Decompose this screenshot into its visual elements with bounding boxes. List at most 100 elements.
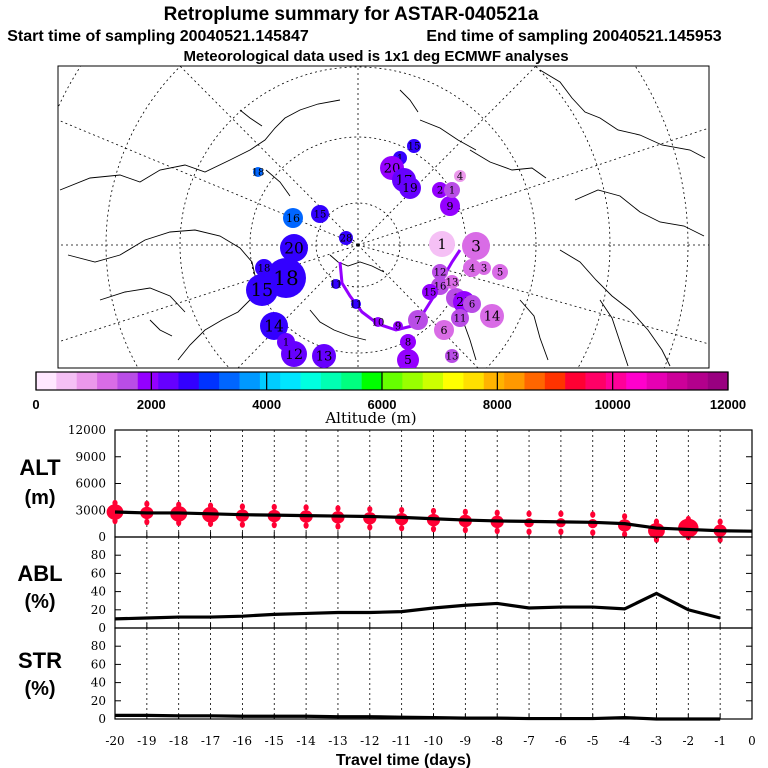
- plume-marker: [255, 259, 273, 277]
- plume-marker: [434, 320, 454, 340]
- start-time-label: Start time of sampling 20040521.145847: [7, 28, 309, 45]
- colorbar-swatch: [504, 372, 525, 390]
- plume-marker: [312, 344, 336, 368]
- plume-day-label: 1: [397, 154, 403, 165]
- altitude-colorbar: 0 2000 4000 6000 8000 10000 12000 Altitude (m): [32, 371, 746, 427]
- altitude-marker-spread: [430, 525, 437, 533]
- y-tick-label: 20: [91, 694, 106, 708]
- altitude-marker-spread: [622, 531, 628, 538]
- x-tick-label: -7: [523, 734, 535, 748]
- altitude-marker-spread: [622, 513, 628, 520]
- plume-day-label: 18: [273, 266, 298, 290]
- colorbar-swatch: [626, 372, 647, 390]
- colorbar-swatch: [97, 372, 118, 390]
- panel-alt: 0 3000 6000 9000 12000 ALT (m): [19, 423, 753, 544]
- colorbar-tick-label: 4000: [252, 397, 281, 412]
- plume-day-label: 12: [285, 347, 303, 363]
- met-data-label: Meteorological data used is 1x1 deg ECMW…: [183, 48, 568, 65]
- colorbar-swatch: [666, 372, 688, 390]
- y-tick-label: 0: [98, 530, 106, 544]
- altitude-marker-spread: [303, 504, 309, 511]
- colorbar-swatch: [402, 372, 424, 390]
- plume-marker: [451, 309, 469, 327]
- colorbar-tick-label: 0: [32, 397, 39, 412]
- plume-day-label: 28: [340, 234, 353, 245]
- plume-centroids: 1512041719291345161520181514181312181216…: [246, 139, 508, 368]
- plume-day-label: 3: [481, 264, 487, 275]
- plume-marker: [444, 182, 460, 198]
- x-tick-label: -16: [233, 734, 252, 748]
- colorbar-swatch: [219, 372, 240, 390]
- altitude-marker-spread: [399, 524, 405, 532]
- altitude-marker-spread: [271, 503, 277, 511]
- x-tick-label: -12: [360, 734, 379, 748]
- colorbar-swatch: [178, 372, 200, 390]
- colorbar-swatch: [280, 372, 301, 390]
- plume-day-label: 10: [372, 318, 385, 329]
- colorbar-swatch: [483, 372, 505, 390]
- y-tick-label: 40: [91, 585, 106, 599]
- plume-day-label: 18: [258, 264, 271, 275]
- plume-day-label: 1: [449, 186, 455, 197]
- altitude-marker-spread: [239, 521, 245, 528]
- x-tick-label: 0: [748, 734, 756, 748]
- x-tick-label: -14: [296, 734, 316, 748]
- y-axis-title: ALT: [19, 455, 61, 480]
- altitude-marker-spread: [685, 515, 691, 523]
- plume-marker: [260, 312, 288, 340]
- plume-marker: [463, 295, 481, 313]
- colorbar-tick-label: 2000: [137, 397, 166, 412]
- colorbar-swatch: [137, 372, 159, 390]
- colorbar-swatch: [158, 372, 179, 390]
- plume-day-label: 11: [454, 314, 467, 325]
- altitude-marker-spread: [335, 505, 341, 512]
- altitude-marker-spread: [207, 502, 214, 509]
- x-tick-label: -19: [137, 734, 156, 748]
- altitude-marker-spread: [653, 518, 660, 525]
- plume-marker: [407, 139, 421, 153]
- plume-marker: [440, 196, 460, 216]
- altitude-marker-spread: [462, 526, 468, 534]
- colorbar-swatch: [341, 372, 362, 390]
- plume-day-label: 5: [497, 268, 503, 279]
- plume-marker: [351, 299, 361, 309]
- colorbar-swatch: [361, 372, 383, 390]
- altitude-marker-spread: [494, 509, 500, 517]
- colorbar-swatch: [320, 372, 342, 390]
- plume-marker: [253, 167, 263, 177]
- plume-marker: [311, 205, 329, 223]
- altitude-marker-spread: [526, 510, 532, 517]
- plume-marker: [283, 208, 303, 228]
- plume-day-label: 12: [434, 268, 447, 279]
- altitude-marker-spread: [558, 528, 564, 535]
- altitude-marker-spread: [176, 501, 182, 509]
- colorbar-swatch: [56, 372, 78, 390]
- altitude-marker-spread: [176, 519, 182, 527]
- y-tick-label: 0: [98, 621, 106, 635]
- plume-marker: [445, 349, 459, 363]
- y-axis-title: ABL: [17, 561, 62, 586]
- x-tick-label: -2: [682, 734, 694, 748]
- plume-day-label: 14: [484, 310, 501, 325]
- plume-marker: [462, 232, 490, 260]
- altitude-marker-spread: [271, 521, 277, 529]
- altitude-marker-spread: [558, 510, 564, 517]
- colorbar-swatch: [443, 372, 464, 390]
- plume-day-label: 15: [251, 281, 273, 301]
- map-frame: [57, 65, 710, 369]
- altitude-marker-spread: [112, 517, 118, 525]
- plume-marker: [432, 182, 448, 198]
- y-tick-label: 80: [91, 639, 106, 653]
- colorbar-swatch: [198, 372, 220, 390]
- altitude-marker-spread: [144, 518, 150, 526]
- y-tick-label: 60: [91, 566, 106, 580]
- plume-day-label: 9: [447, 200, 454, 213]
- plume-day-label: 15: [314, 210, 327, 221]
- plume-marker: [373, 317, 383, 327]
- altitude-marker-spread: [590, 529, 596, 536]
- y-tick-label: 9000: [75, 450, 106, 464]
- colorbar-tick-label: 12000: [710, 397, 746, 412]
- altitude-marker-spread: [303, 522, 309, 529]
- colorbar-swatch: [239, 372, 261, 390]
- colorbar-ticks: 0 2000 4000 6000 8000 10000 12000: [32, 372, 746, 412]
